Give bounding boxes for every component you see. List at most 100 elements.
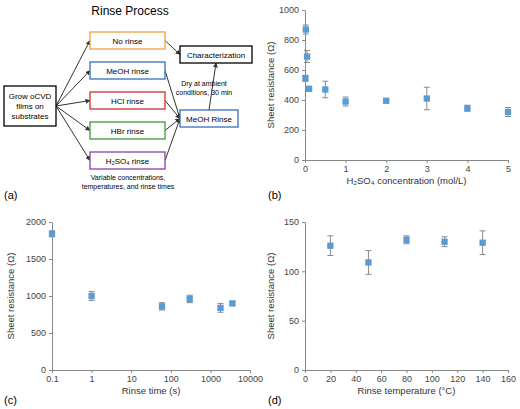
tick: 20 (326, 370, 336, 384)
tick: 3 (425, 160, 430, 174)
error-cap (159, 302, 165, 303)
tick-mark (49, 370, 52, 371)
tick-mark (49, 296, 52, 297)
tick: 2 (384, 160, 389, 174)
tick-mark (302, 321, 305, 322)
x-axis-title: Rinse temperature (°C) (358, 385, 456, 396)
tick: 50 (289, 316, 305, 326)
tick-label: 5 (506, 164, 511, 174)
tick-label: 0 (303, 164, 308, 174)
error-cap (89, 291, 95, 292)
tick: 80 (402, 370, 412, 384)
error-cap (442, 236, 448, 237)
tick-mark (346, 160, 347, 163)
tick: 1500 (26, 254, 52, 264)
tick-mark (483, 370, 484, 373)
error-cap (304, 62, 310, 63)
error-cap (187, 295, 193, 296)
error-bar (442, 237, 448, 247)
data-point (49, 231, 55, 237)
y-axis: 0500100015002000 (26, 217, 53, 375)
tick-label: 150 (284, 217, 299, 227)
x-axis: 012345 (303, 160, 511, 174)
flow-box-label: films on (16, 102, 44, 111)
axis-line (305, 11, 306, 161)
error-cap (480, 254, 486, 255)
panel-label: (a) (4, 189, 17, 201)
arrow (56, 101, 90, 107)
tick-mark (356, 370, 357, 373)
panel-label: (b) (268, 189, 281, 201)
y-axis: 02004006008001000 (279, 5, 306, 165)
tick-mark (432, 370, 433, 373)
flow-box-label: HCl rinse (111, 97, 144, 106)
data-point (302, 75, 308, 81)
tick: 0 (303, 160, 308, 174)
tick-label: 1000 (201, 374, 221, 384)
error-bar (187, 295, 193, 302)
error-bar (159, 303, 165, 310)
error-bar (404, 236, 410, 244)
tick: 600 (284, 65, 305, 75)
error-cap (89, 300, 95, 301)
data-point (187, 296, 193, 302)
error-cap (218, 303, 224, 304)
tick: 200 (284, 125, 305, 135)
tick-label: 0.1 (46, 374, 59, 384)
tick-mark (302, 70, 305, 71)
error-cap (343, 97, 349, 98)
error-bar (365, 251, 371, 275)
data-point (342, 98, 348, 104)
tick-label: 0 (294, 365, 299, 375)
error-cap (343, 106, 349, 107)
data-point (217, 305, 223, 311)
error-cap (365, 250, 371, 251)
tick-label: 0 (303, 374, 308, 384)
tick-label: 2 (384, 164, 389, 174)
flow-box (4, 86, 56, 126)
error-cap (159, 310, 165, 311)
flow-box-label: No rinse (113, 37, 143, 46)
error-bar (327, 236, 333, 256)
tick: 1 (90, 370, 95, 384)
error-cap (404, 235, 410, 236)
error-bar (49, 231, 55, 237)
tick-label: 400 (284, 95, 299, 105)
axis-line (53, 370, 251, 371)
tick: 150 (284, 217, 305, 227)
tick: 5 (506, 160, 511, 174)
data-point (303, 26, 309, 32)
tick-label: 80 (402, 374, 412, 384)
error-cap (365, 274, 371, 275)
arrow (56, 106, 90, 131)
panel-label: (c) (4, 394, 17, 406)
tick-label: 40 (351, 374, 361, 384)
tick: 0 (303, 370, 308, 384)
tick-label: 10000 (238, 374, 263, 384)
tick: 0 (294, 365, 305, 375)
flow-box-label: MeOH rinse (106, 67, 149, 76)
error-bar (302, 75, 308, 81)
tick-mark (302, 100, 305, 101)
tick-mark (92, 370, 93, 373)
tick-label: 1 (344, 164, 349, 174)
tick-label: 1500 (26, 254, 46, 264)
tick-mark (467, 160, 468, 163)
tick-label: 50 (289, 316, 299, 326)
error-cap (327, 255, 333, 256)
y-axis-title: Sheet resistance (Ω) (265, 253, 276, 340)
error-cap (218, 312, 224, 313)
data-point (383, 98, 389, 104)
tick-mark (49, 222, 52, 223)
plot-area (327, 231, 486, 274)
diagram: Rinse ProcessGrow oCVDfilms onsubstrates… (4, 4, 252, 201)
tick: 1000 (26, 291, 52, 301)
error-bar (424, 87, 430, 110)
flow-note: Variable concentrations, (91, 174, 166, 181)
tick: 140 (476, 370, 491, 384)
tick: 100 (164, 370, 179, 384)
tick: 2000 (26, 217, 52, 227)
tick-label: 60 (377, 374, 387, 384)
error-cap (327, 235, 333, 236)
tick: 800 (284, 35, 305, 45)
